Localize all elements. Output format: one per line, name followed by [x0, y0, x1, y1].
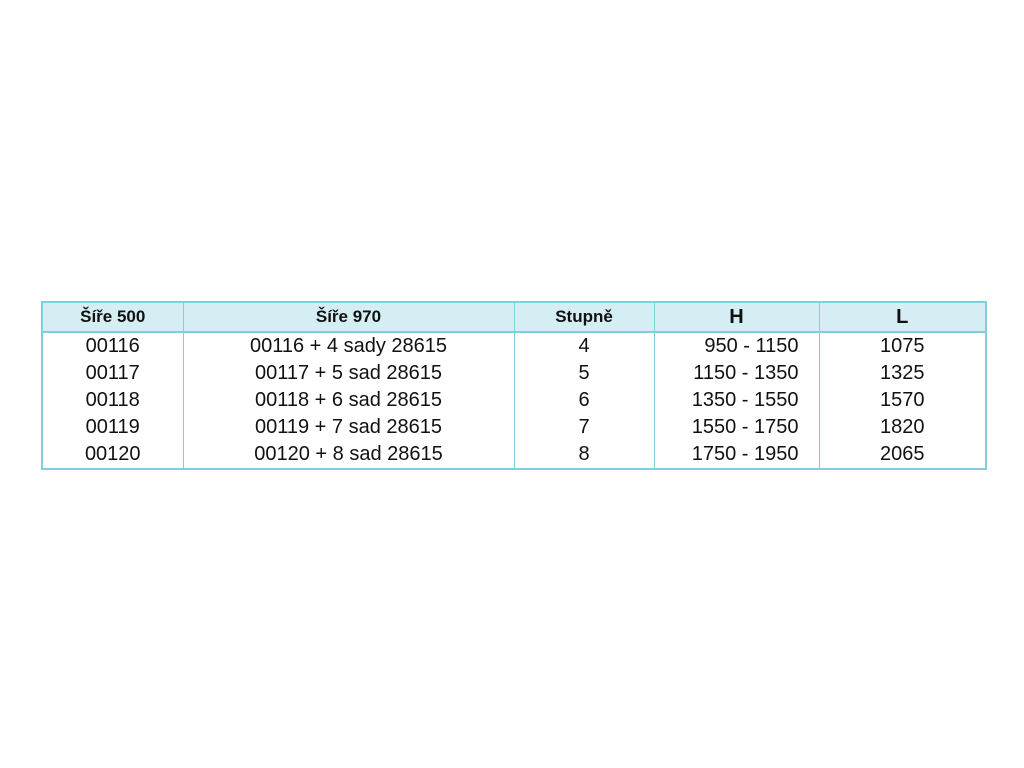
table-row: 00118 00118 + 6 sad 28615 6 1350 - 1550 1570	[41, 387, 987, 414]
table-cell: 00118 + 6 sad 28615	[182, 387, 515, 414]
table-cell: 1550 - 1750	[653, 414, 820, 441]
column-header: Šíře 500	[41, 301, 184, 333]
table-container: Šíře 500 Šíře 970 Stupně H L 00116 00116 + 4 …	[41, 301, 987, 470]
table-cell: 00120 + 8 sad 28615	[182, 441, 515, 469]
table-row: 00119 00119 + 7 sad 28615 7 1550 - 1750 1820	[41, 414, 987, 441]
table-cell: 950 - 1150	[653, 332, 820, 360]
table-cell: 1075	[818, 332, 987, 360]
table-cell: 1820	[818, 414, 987, 441]
table-cell: 1750 - 1950	[653, 441, 820, 469]
table-cell: 00117 + 5 sad 28615	[182, 360, 515, 387]
column-header: L	[818, 301, 987, 333]
table-cell: 00117	[41, 360, 184, 387]
column-header: Šíře 970	[182, 301, 515, 333]
table-cell: 5	[513, 360, 655, 387]
table-row: 00117 00117 + 5 sad 28615 5 1150 - 1350 1325	[41, 360, 987, 387]
table-cell: 1150 - 1350	[653, 360, 820, 387]
table-cell: 2065	[818, 441, 987, 469]
table-cell: 6	[513, 387, 655, 414]
column-header: Stupně	[513, 301, 655, 333]
table-cell: 00116	[41, 332, 184, 360]
table-cell: 1325	[818, 360, 987, 387]
table-row: 00116 00116 + 4 sady 28615 4 950 - 1150 1075	[41, 332, 987, 360]
table-body: 00116 00116 + 4 sady 28615 4 950 - 1150 1075…	[41, 332, 987, 469]
table-cell: 8	[513, 441, 655, 469]
table-cell: 7	[513, 414, 655, 441]
table-cell: 4	[513, 332, 655, 360]
table-cell: 1350 - 1550	[653, 387, 820, 414]
table-cell: 00119 + 7 sad 28615	[182, 414, 515, 441]
table-cell: 00118	[41, 387, 184, 414]
header-row: Šíře 500 Šíře 970 Stupně H L	[41, 301, 987, 333]
table-cell: 1570	[818, 387, 987, 414]
table-cell: 00120	[41, 441, 184, 469]
spec-table: Šíře 500 Šíře 970 Stupně H L 00116 00116 + 4 …	[41, 301, 987, 470]
column-header: H	[653, 301, 820, 333]
table-cell: 00116 + 4 sady 28615	[182, 332, 515, 360]
table-cell: 00119	[41, 414, 184, 441]
table-row: 00120 00120 + 8 sad 28615 8 1750 - 1950 2065	[41, 441, 987, 469]
